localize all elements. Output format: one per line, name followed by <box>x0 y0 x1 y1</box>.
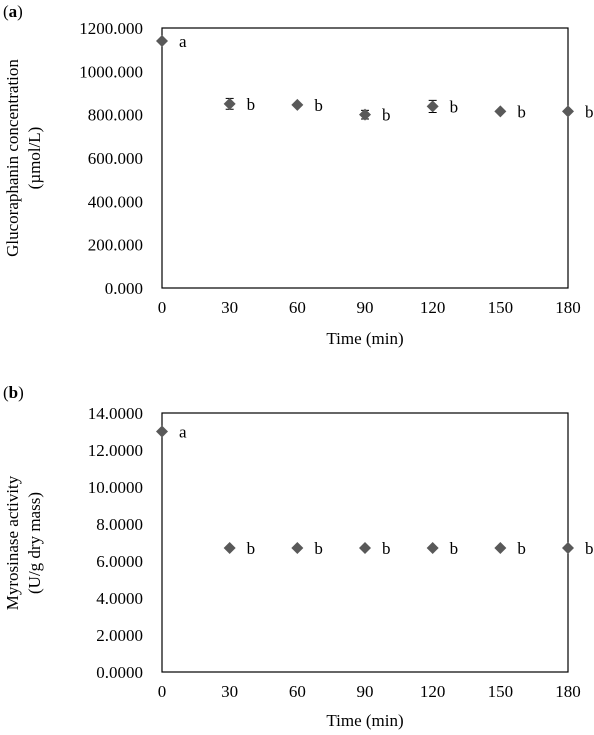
y-axis-title: Glucoraphanin concentration <box>3 59 22 257</box>
x-axis-title: Time (min) <box>326 711 403 730</box>
x-tick-label: 120 <box>420 682 446 701</box>
data-point <box>562 105 574 118</box>
data-point <box>494 542 507 555</box>
significance-label: b <box>450 539 459 558</box>
y-tick-label: 10.0000 <box>88 478 143 497</box>
x-tick-label: 30 <box>221 682 238 701</box>
data-point <box>223 97 236 110</box>
y-tick-label: 400.000 <box>88 192 143 211</box>
y-tick-label: 12.0000 <box>88 441 143 460</box>
data-point <box>156 425 168 438</box>
y-tick-label: 4.0000 <box>96 589 143 608</box>
x-tick-label: 60 <box>289 682 306 701</box>
x-tick-label: 60 <box>289 298 306 317</box>
significance-label: b <box>382 539 391 558</box>
significance-label: b <box>585 102 594 121</box>
y-tick-label: 600.000 <box>88 149 143 168</box>
data-point <box>291 98 304 111</box>
significance-label: b <box>517 539 526 558</box>
y-tick-label: 0.000 <box>105 279 143 298</box>
x-tick-label: 90 <box>357 298 374 317</box>
y-tick-label: 2.0000 <box>96 626 143 645</box>
chart-b: (b) 0.0000 2.0000 4.0000 6.0000 8.0000 10.0000… <box>3 383 594 730</box>
y-tick-label: 14.0000 <box>88 404 143 423</box>
significance-label: b <box>382 106 391 125</box>
x-tick-label: 0 <box>158 682 167 701</box>
y-tick-label: 1200.000 <box>79 19 143 38</box>
y-tick-label: 8.0000 <box>96 515 143 534</box>
y-tick-label: 200.000 <box>88 236 143 255</box>
data-point <box>426 542 439 555</box>
significance-label: b <box>314 539 323 558</box>
y-tick-label: 1000.000 <box>79 62 143 81</box>
data-point <box>291 542 304 555</box>
significance-label: b <box>247 95 256 114</box>
x-tick-label: 0 <box>158 298 167 317</box>
data-point <box>156 35 168 47</box>
significance-label: b <box>517 102 526 121</box>
x-axis-title: Time (min) <box>326 329 403 348</box>
significance-label: b <box>585 539 594 558</box>
data-point <box>426 100 439 113</box>
x-tick-label: 180 <box>555 682 581 701</box>
chart-a: (a) 0.000 200.000 400.000 600.000 800.000 1000… <box>3 2 594 348</box>
significance-label: b <box>314 96 323 115</box>
plot-area <box>161 27 569 289</box>
data-point <box>223 542 236 555</box>
data-point <box>359 108 371 121</box>
significance-label: a <box>179 423 187 442</box>
y-axis-title: Myrosinase activity <box>3 475 22 610</box>
y-tick-label: 0.0000 <box>96 663 143 682</box>
x-tick-label: 120 <box>420 298 446 317</box>
y-tick-label: 800.000 <box>88 106 143 125</box>
significance-label: b <box>247 539 256 558</box>
x-tick-label: 90 <box>357 682 374 701</box>
significance-label: a <box>179 32 187 51</box>
data-point <box>359 542 371 555</box>
x-tick-label: 30 <box>221 298 238 317</box>
x-tick-label: 150 <box>488 682 514 701</box>
y-tick-label: 6.0000 <box>96 552 143 571</box>
data-point <box>562 542 574 555</box>
y-axis-title: (µmol/L) <box>25 127 44 190</box>
x-tick-label: 150 <box>488 298 514 317</box>
x-tick-label: 180 <box>555 298 581 317</box>
y-axis-title: (U/g dry mass) <box>25 492 44 594</box>
data-point <box>494 105 507 118</box>
significance-label: b <box>450 97 459 116</box>
panel-label: (a) <box>3 2 23 21</box>
panel-label: (b) <box>3 383 24 402</box>
